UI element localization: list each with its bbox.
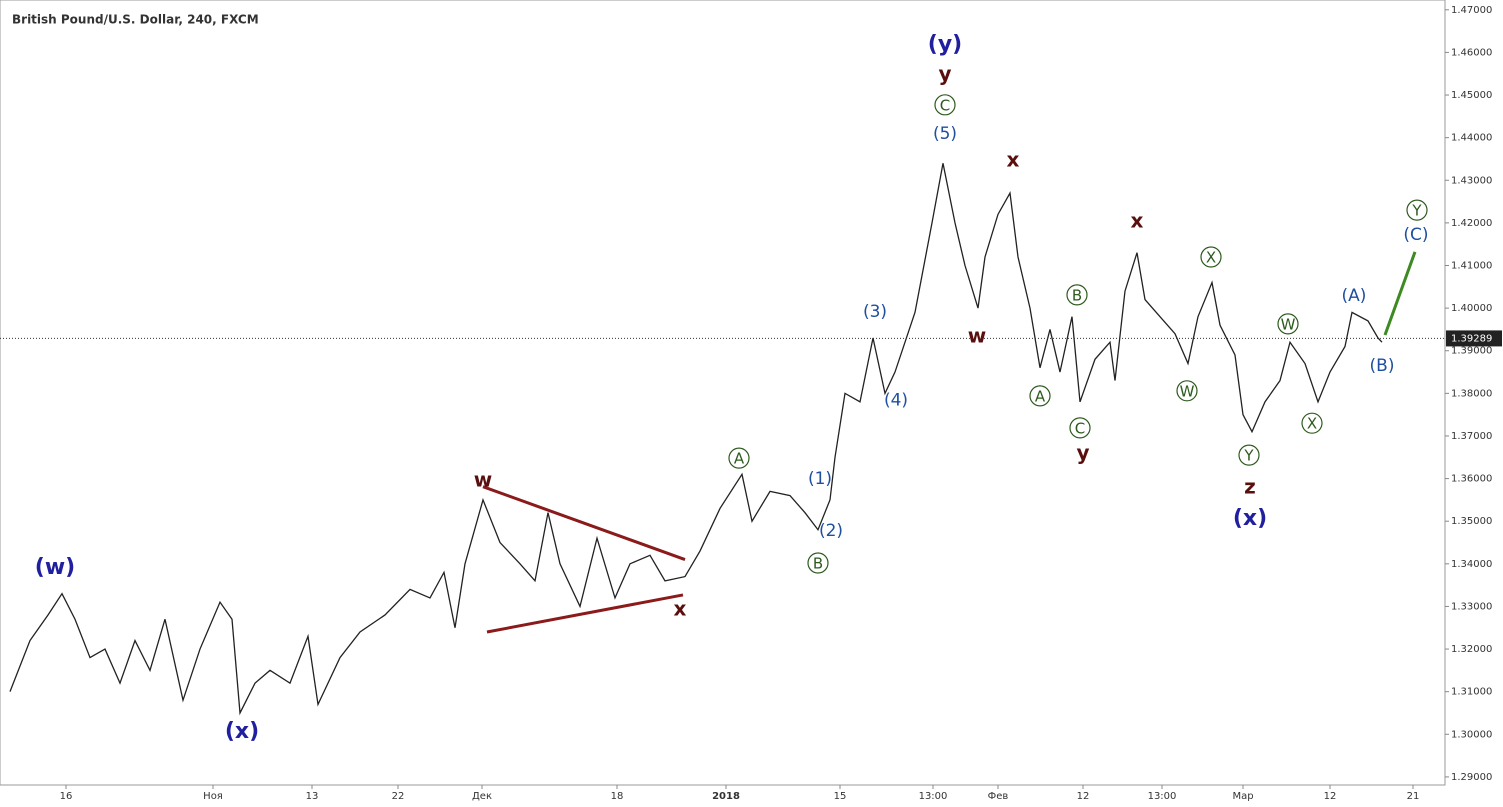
wave-circle: [1200, 246, 1222, 268]
y-tick-label: 1.30000: [1451, 729, 1492, 740]
y-tick-label: 1.44000: [1451, 133, 1492, 144]
wave-label: Y: [1411, 202, 1422, 220]
plot-frame: [0, 0, 1446, 786]
wave-label: (2): [819, 521, 843, 541]
wave-circle: [1406, 199, 1428, 221]
wave-label: C: [940, 96, 950, 114]
wave-label: W: [1281, 315, 1296, 333]
wave-label: (4): [884, 391, 908, 411]
wave-label: (B): [1370, 356, 1395, 376]
wave-circle: [1176, 380, 1198, 402]
wave-label: w: [474, 467, 492, 491]
wave-label: B: [1072, 286, 1082, 304]
wave-label: (5): [933, 124, 957, 144]
y-tick-label: 1.46000: [1451, 47, 1492, 58]
y-tick-label: 1.41000: [1451, 261, 1492, 272]
wave-label: (y): [928, 32, 962, 57]
current-price-box: [1446, 330, 1502, 347]
y-tick-label: 1.45000: [1451, 90, 1492, 101]
wave-label: A: [1035, 387, 1046, 405]
wave-circle: [934, 94, 956, 116]
wave-label: y: [938, 62, 951, 86]
y-tick-label: 1.38000: [1451, 388, 1492, 399]
wave-label: x: [1007, 147, 1020, 171]
y-tick-label: 1.37000: [1451, 431, 1492, 442]
x-tick-label: Фев: [988, 791, 1009, 802]
trend-line: [1383, 251, 1417, 336]
x-tick-label: 13:00: [1148, 791, 1177, 802]
x-tick-label: Мар: [1232, 791, 1253, 802]
wave-label: (C): [1403, 225, 1428, 245]
wave-circle: [1238, 444, 1260, 466]
wave-label: (x): [225, 719, 259, 744]
wave-label: X: [1307, 415, 1317, 433]
y-tick-label: 1.31000: [1451, 687, 1492, 698]
x-tick-label: 12: [1077, 791, 1090, 802]
trend-line: [482, 485, 686, 561]
x-tick-label: Дек: [472, 791, 492, 802]
y-tick-label: 1.32000: [1451, 644, 1492, 655]
wave-circle: [1029, 385, 1051, 407]
wave-label: (w): [35, 555, 75, 580]
x-tick-label: 21: [1407, 791, 1420, 802]
price-line: [9, 163, 1383, 716]
x-tick-label: 13: [306, 791, 319, 802]
x-tick-label: 12: [1324, 791, 1337, 802]
y-tick-label: 1.39000: [1451, 346, 1492, 357]
x-tick-label: 16: [60, 791, 73, 802]
x-tick-label: 22: [392, 791, 405, 802]
wave-label: A: [734, 450, 745, 468]
x-tick-label: Ноя: [203, 791, 223, 802]
y-tick-label: 1.43000: [1451, 175, 1492, 186]
x-tick-label: 13:00: [919, 791, 948, 802]
wave-label: y: [1076, 441, 1089, 465]
y-tick-label: 1.47000: [1451, 5, 1492, 16]
wave-label: x: [1131, 209, 1144, 233]
wave-circle: [1277, 313, 1299, 335]
y-tick-label: 1.33000: [1451, 601, 1492, 612]
wave-circle: [728, 447, 750, 469]
y-tick-label: 1.40000: [1451, 303, 1492, 314]
y-tick-label: 1.34000: [1451, 559, 1492, 570]
wave-label: (x): [1233, 506, 1267, 531]
current-price-label: 1.39289: [1451, 333, 1492, 344]
y-tick-label: 1.36000: [1451, 474, 1492, 485]
wave-label: X: [1206, 248, 1216, 266]
wave-label: w: [968, 323, 986, 347]
wave-label: (1): [808, 469, 832, 489]
wave-label: B: [813, 554, 823, 572]
y-tick-label: 1.35000: [1451, 516, 1492, 527]
wave-circle: [807, 552, 829, 574]
wave-circle: [1066, 284, 1088, 306]
y-tick-label: 1.42000: [1451, 218, 1492, 229]
y-tick-label: 1.29000: [1451, 772, 1492, 783]
wave-label: W: [1180, 382, 1195, 400]
x-tick-label: 18: [611, 791, 624, 802]
wave-label: x: [674, 596, 687, 620]
wave-circle: [1069, 417, 1091, 439]
x-tick-label: 15: [834, 791, 847, 802]
wave-label: Y: [1243, 447, 1254, 465]
wave-label: (A): [1342, 286, 1367, 306]
wave-circle: [1301, 412, 1323, 434]
chart-title: British Pound/U.S. Dollar, 240, FXCM: [12, 13, 259, 27]
wave-label: z: [1244, 475, 1256, 499]
wave-label: C: [1075, 419, 1085, 437]
wave-label: (3): [863, 302, 887, 322]
trend-line: [486, 593, 684, 634]
x-tick-label: 2018: [712, 791, 740, 802]
